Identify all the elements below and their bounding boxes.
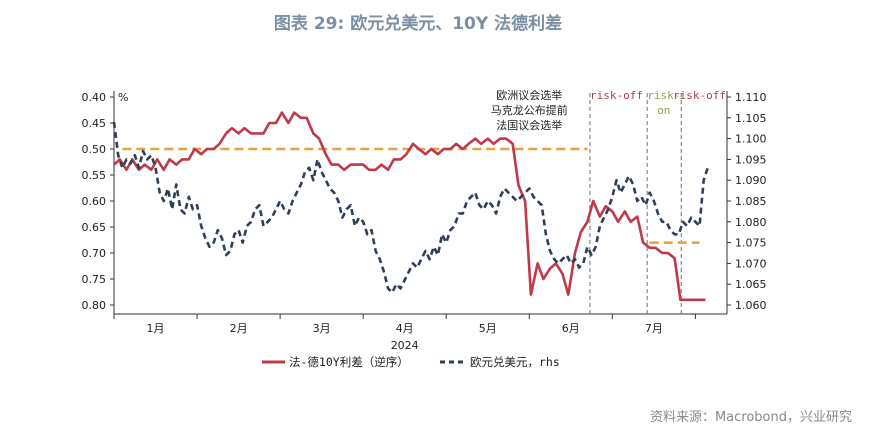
right-tick-label: 1.060 (735, 299, 767, 312)
x-tick-label: 3月 (313, 322, 331, 335)
axes: 0.40 0.45 0.50 0.55 0.60 0.65 0.70 0.75 0.80% 1.1… (82, 91, 767, 352)
annotation-text: risk- (647, 89, 680, 102)
x-tick-label: 2月 (230, 322, 248, 335)
left-tick-label: 0.80 (82, 299, 107, 312)
left-tick-label: 0.65 (82, 221, 107, 234)
x-tick-label: 6月 (562, 322, 580, 335)
reference-lines (122, 147, 700, 244)
right-tick-label: 1.105 (735, 112, 767, 125)
left-tick-label: 0.45 (82, 117, 107, 130)
annotation-text: 马克龙公布提前 (491, 103, 568, 117)
annotation-text: risk-off (673, 89, 726, 102)
series-group (112, 111, 710, 302)
x-tick-label: 5月 (479, 322, 497, 335)
right-tick-label: 1.090 (735, 174, 767, 187)
x-tick-label: 1月 (147, 322, 165, 335)
chart-title: 图表 29: 欧元兑美元、10Y 法德利差 (274, 13, 562, 34)
annotation-text: on (657, 104, 670, 117)
left-tick-label: 0.55 (82, 169, 107, 182)
right-tick-label: 1.085 (735, 195, 767, 208)
legend: 法-德10Y利差（逆序） 欧元兑美元，rhs (262, 355, 560, 369)
series-line-spread (113, 111, 706, 302)
left-tick-label: 0.60 (82, 195, 107, 208)
left-tick-label: 0.40 (82, 91, 107, 104)
annotation-text: 法国议会选举 (496, 118, 562, 132)
right-tick-label: 1.075 (735, 237, 767, 250)
legend-label-spread: 法-德10Y利差（逆序） (289, 355, 409, 369)
x-axis-year: 2024 (391, 339, 419, 352)
right-tick-label: 1.095 (735, 153, 767, 166)
right-tick-label: 1.110 (735, 91, 767, 104)
legend-label-eurusd: 欧元兑美元，rhs (470, 355, 560, 369)
left-tick-label: 0.70 (82, 247, 107, 260)
x-tick-label: 4月 (396, 322, 414, 335)
right-tick-label: 1.080 (735, 216, 767, 229)
source-note: 资料来源：Macrobond，兴业研究 (650, 410, 852, 425)
x-tick-label: 7月 (645, 322, 663, 335)
annotation-text: risk-off (590, 89, 643, 102)
series-line-eurusd (112, 121, 710, 294)
left-tick-label: 0.50 (82, 143, 107, 156)
left-tick-label: 0.75 (82, 273, 107, 286)
annotation-text: 欧洲议会选举 (496, 88, 562, 102)
right-tick-label: 1.070 (735, 257, 767, 270)
right-tick-label: 1.100 (735, 133, 767, 146)
left-axis-unit: % (118, 91, 128, 104)
right-tick-label: 1.065 (735, 278, 767, 291)
